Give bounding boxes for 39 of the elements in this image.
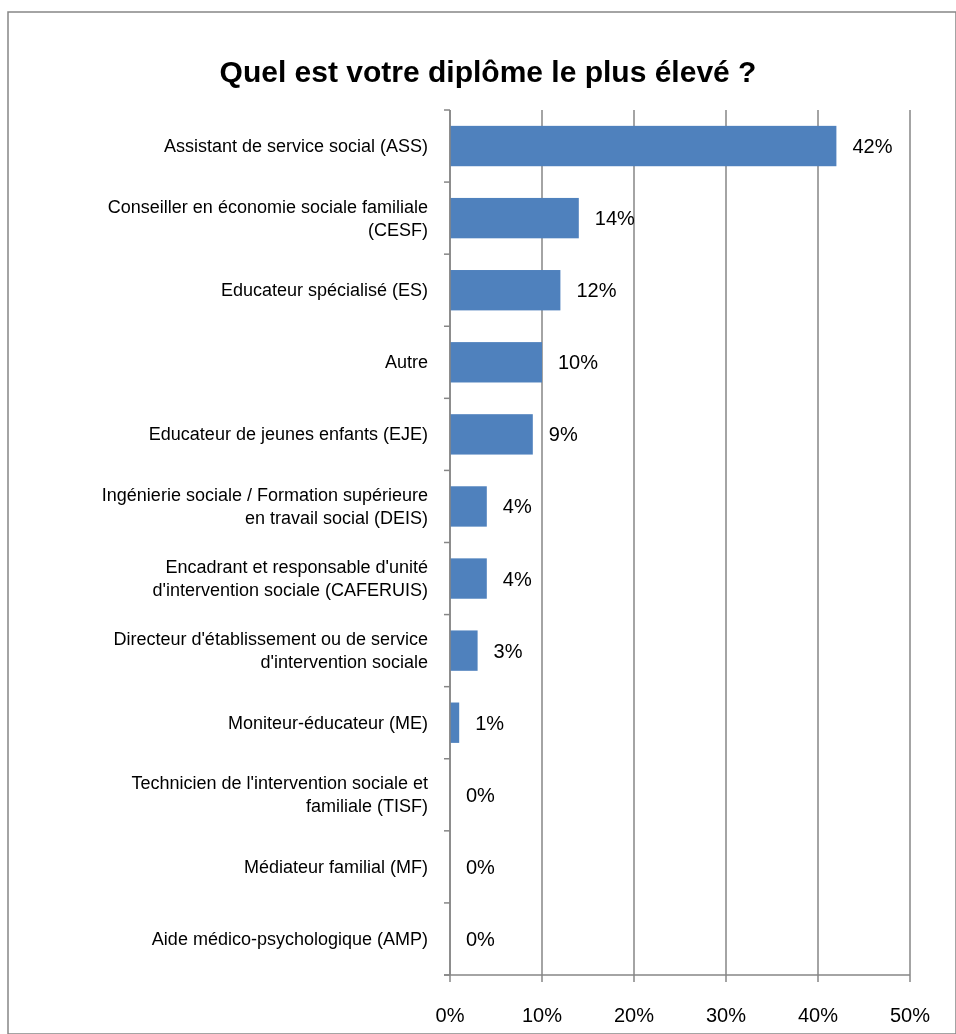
- data-label: 0%: [466, 783, 496, 806]
- y-tick-label: Aide médico-psychologique (AMP): [151, 928, 428, 949]
- bar: [450, 197, 579, 239]
- bar: [450, 270, 561, 311]
- y-tick-label: Autre: [384, 352, 428, 373]
- y-tick-label: Ingénierie sociale / Formation supérieure en travail social (DEIS): [101, 484, 428, 528]
- data-label: 9%: [548, 423, 578, 446]
- data-label: 12%: [576, 279, 617, 302]
- x-tick-label: 30%: [705, 1004, 747, 1026]
- bar: [450, 630, 478, 671]
- data-label: 0%: [466, 927, 496, 950]
- bar: [450, 558, 487, 599]
- data-label: 14%: [594, 207, 636, 230]
- bar: [450, 486, 487, 527]
- x-tick-label: 40%: [797, 1004, 839, 1026]
- bar: [450, 125, 837, 167]
- x-tick-label: 50%: [889, 1004, 931, 1026]
- bar: [450, 342, 542, 383]
- y-tick-label: Médiateur familial (MF): [243, 856, 428, 877]
- y-tick-label: Encadrant et responsable d'unité d'intervention sociale (CAFERUIS): [152, 557, 428, 601]
- bar: [450, 414, 533, 455]
- data-label: 0%: [466, 855, 496, 878]
- y-tick-label: Conseiller en économie sociale familiale (CESF): [107, 196, 428, 240]
- x-tick-label: 10%: [521, 1004, 563, 1026]
- data-label: 1%: [475, 711, 505, 734]
- data-label: 4%: [502, 495, 532, 518]
- data-label: 4%: [502, 567, 532, 590]
- y-tick-label: Assistant de service social (ASS): [163, 136, 428, 157]
- y-tick-label: Directeur d'établissement ou de service d'intervention sociale: [113, 629, 428, 673]
- y-tick-label: Moniteur-éducateur (ME): [227, 712, 428, 733]
- data-label: 10%: [558, 351, 599, 374]
- y-tick-label: Educateur de jeunes enfants (EJE): [148, 424, 428, 445]
- chart-title: Quel est votre diplôme le plus élevé ?: [219, 55, 757, 88]
- x-tick-label: 20%: [613, 1004, 655, 1026]
- y-tick-label: Technicien de l'intervention sociale et familiale (TISF): [131, 773, 428, 817]
- data-label: 3%: [493, 639, 523, 662]
- y-tick-label: Educateur spécialisé (ES): [220, 280, 428, 301]
- data-label: 42%: [852, 135, 893, 158]
- x-tick-label: 0%: [435, 1004, 465, 1026]
